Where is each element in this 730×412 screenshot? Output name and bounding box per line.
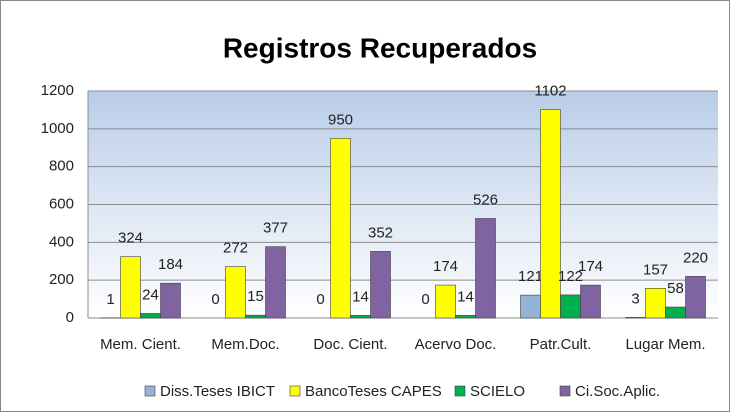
y-tick-label: 1200 [41,82,74,99]
legend-swatch [454,385,466,397]
bar [160,282,181,319]
data-label: 174 [578,258,603,275]
bar [265,246,286,319]
legend-label: Ci.Soc.Aplic. [575,383,660,400]
legend-label: BancoTeses CAPES [305,383,442,400]
x-tick-label: Mem.Doc. [211,336,279,353]
data-label: 14 [457,288,474,305]
bar [520,294,541,319]
y-tick-label: 400 [49,233,74,250]
bar [540,109,561,319]
y-tick-label: 200 [49,271,74,288]
bar [625,317,646,319]
bar [330,137,351,319]
data-label: 220 [683,249,708,266]
data-label: 526 [473,191,498,208]
x-tick-label: Doc. Cient. [313,336,387,353]
data-label: 122 [558,268,583,285]
bar [245,314,266,319]
bar [120,256,141,319]
bar [370,251,391,319]
data-label: 352 [368,224,393,241]
data-label: 377 [263,220,288,237]
data-label: 174 [433,258,458,275]
data-label: 324 [118,230,143,247]
legend-swatch [559,385,571,397]
data-label: 157 [643,261,668,278]
data-label: 15 [247,288,264,305]
y-tick-label: 1000 [41,120,74,137]
x-tick-label: Lugar Mem. [625,336,705,353]
data-label: 950 [328,111,353,128]
data-label: 0 [316,291,324,308]
bar [645,288,666,319]
x-tick-label: Patr.Cult. [530,336,592,353]
data-label: 24 [142,286,159,303]
bar [560,294,581,319]
y-tick-label: 800 [49,158,74,175]
bar [140,313,161,319]
data-label: 1102 [534,83,566,100]
data-label: 14 [352,288,369,305]
bar [580,284,601,319]
y-tick-label: 600 [49,195,74,212]
legend-swatch [144,385,156,397]
data-label: 3 [631,290,639,307]
data-label: 58 [667,280,684,297]
legend-swatch [289,385,301,397]
data-label: 272 [223,240,248,257]
legend-label: SCIELO [470,383,525,400]
bar [350,315,371,319]
x-tick-label: Mem. Cient. [100,336,181,353]
bar [435,284,456,319]
x-tick-label: Acervo Doc. [415,336,497,353]
y-tick-label: 0 [66,309,74,326]
bar [665,306,686,319]
data-label: 0 [211,291,219,308]
data-label: 0 [421,291,429,308]
bar [455,315,476,319]
bar [685,276,706,319]
bar [475,218,496,319]
data-label: 184 [158,256,183,273]
data-label: 1 [106,291,114,308]
bar [225,266,246,319]
data-label: 121 [518,268,543,285]
legend-label: Diss.Teses IBICT [160,383,275,400]
chart-title: Registros Recuperados [223,32,537,63]
